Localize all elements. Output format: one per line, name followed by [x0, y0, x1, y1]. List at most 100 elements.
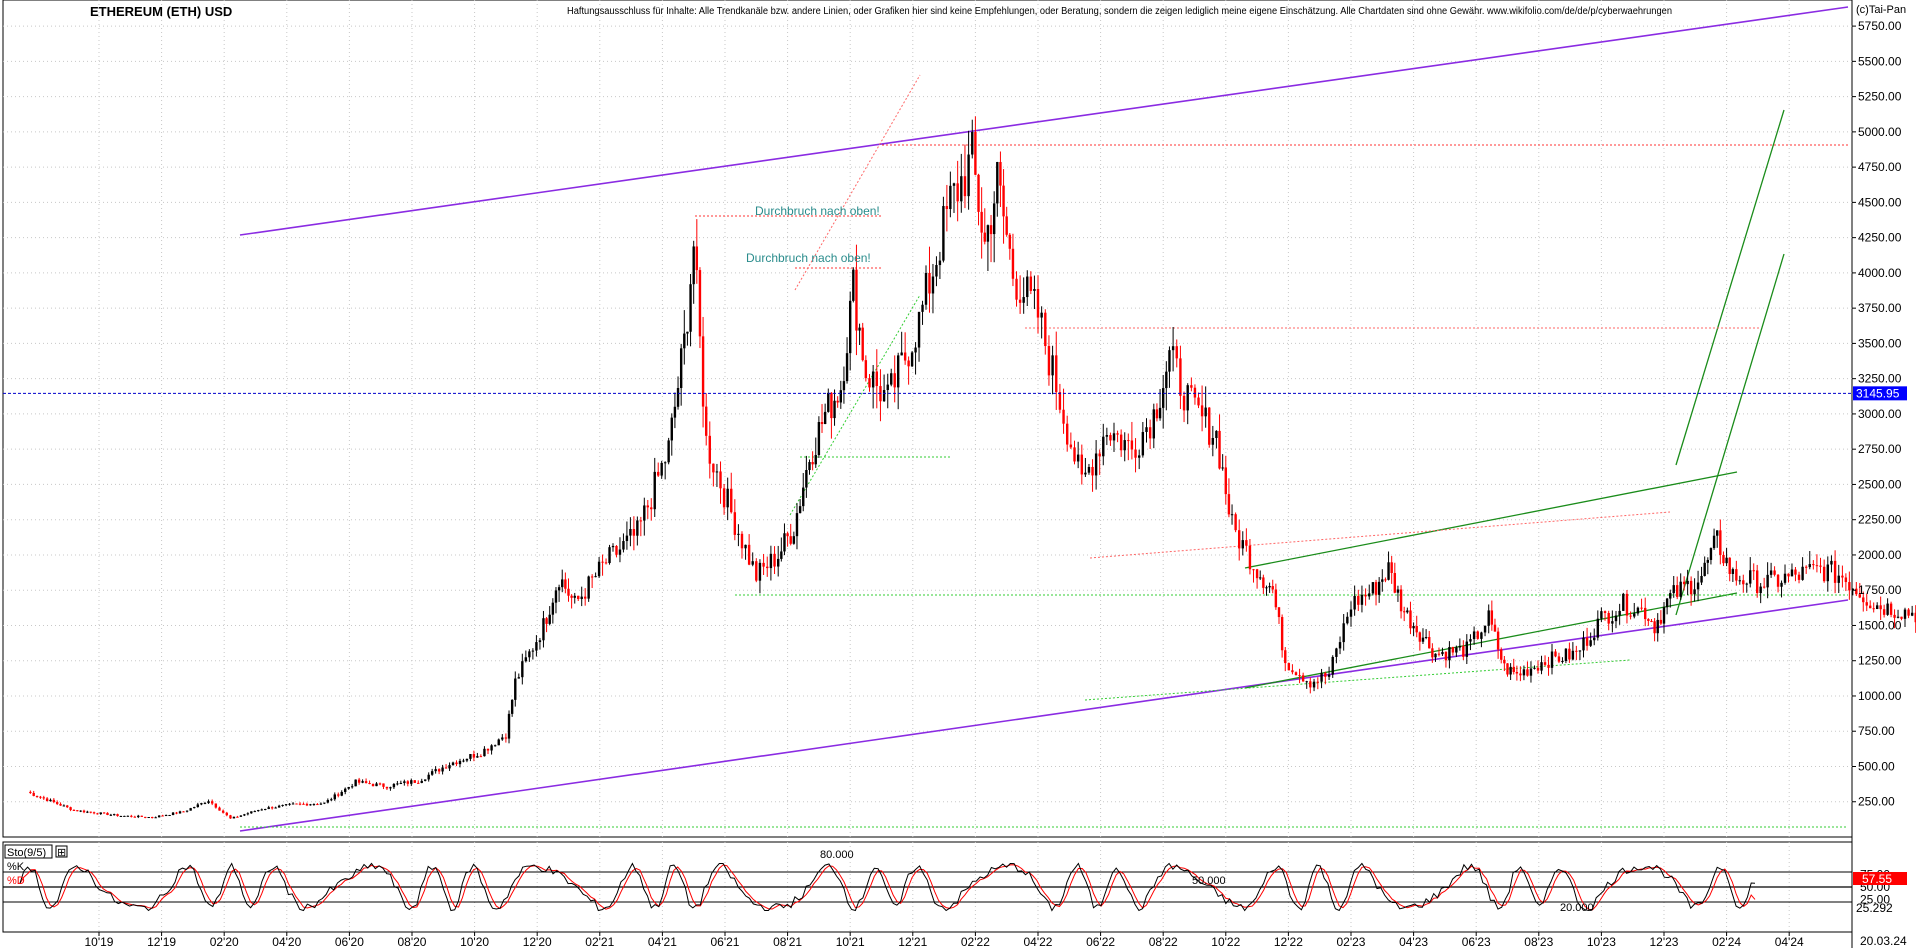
candle-body	[1044, 312, 1047, 347]
candle-body	[147, 817, 150, 819]
candle-body	[1152, 409, 1155, 439]
candle-body	[92, 812, 96, 814]
candle-body	[427, 774, 430, 780]
candle-body	[823, 411, 827, 425]
candle-body	[260, 809, 263, 811]
candle-body	[868, 378, 871, 388]
candle-body	[1116, 433, 1119, 435]
candle-body	[29, 791, 32, 793]
candle-body	[1869, 605, 1872, 609]
candle-body	[305, 803, 309, 806]
x-tick-label: 10'23	[1587, 935, 1616, 948]
candle-body	[1480, 632, 1483, 639]
candle-body	[989, 225, 993, 235]
channel-lower-line	[239, 599, 1849, 832]
candle-body	[689, 284, 692, 332]
candle-body	[1600, 611, 1603, 619]
x-tick-label: 04'24	[1775, 935, 1804, 948]
candle-body	[1593, 637, 1596, 641]
red-dashed-trend	[1089, 511, 1671, 559]
candle-body	[1769, 570, 1773, 575]
candle-body	[548, 614, 551, 624]
candle-body	[1780, 582, 1783, 587]
candle-body	[1862, 597, 1865, 603]
candle-body	[882, 390, 886, 402]
candle-body	[842, 381, 846, 391]
candle-body	[59, 803, 62, 806]
candle-body	[1536, 667, 1540, 671]
candle-body	[1582, 637, 1585, 651]
channel-upper-line	[239, 6, 1849, 236]
candle-body	[1331, 656, 1334, 675]
candle-body	[1346, 616, 1349, 624]
candle-body	[1047, 346, 1051, 376]
candle-body	[1431, 648, 1434, 658]
x-tick-label: 04'22	[1023, 935, 1052, 948]
candle-body	[1826, 564, 1829, 582]
candle-body	[1384, 579, 1387, 581]
candle-body	[1706, 559, 1710, 563]
time-axis: 10'19 12'19 02'20 04'20 06'20 08'20 10'20 12'20…	[84, 932, 1804, 948]
candle-body	[1589, 640, 1592, 646]
stochastic-tick-label: 25.00	[1860, 893, 1890, 907]
candle-body	[86, 811, 89, 813]
candle-body	[1903, 609, 1907, 619]
x-tick-label: 06'23	[1462, 935, 1491, 948]
candle-body	[1722, 554, 1725, 564]
candle-body	[1364, 594, 1367, 597]
candle-body	[1193, 387, 1197, 398]
candle-body	[1026, 276, 1029, 298]
candle-body	[808, 462, 811, 471]
candle-body	[1571, 650, 1575, 660]
candle-body	[1633, 613, 1636, 617]
candle-body	[277, 805, 281, 808]
candle-body	[660, 462, 663, 476]
candle-body	[1415, 626, 1418, 633]
candle-body	[1686, 580, 1689, 585]
candle-body	[722, 488, 726, 508]
candle-body	[1320, 673, 1323, 682]
candle-body	[1368, 593, 1371, 597]
candle-body	[886, 384, 889, 391]
candle-body	[1568, 648, 1571, 660]
candle-body	[250, 811, 253, 814]
candle-body	[719, 471, 722, 489]
stochastic-expand-button[interactable]	[55, 845, 68, 858]
candle-body	[371, 784, 375, 787]
candle-body	[931, 276, 935, 294]
candle-body	[1005, 216, 1008, 235]
candle-body	[1055, 355, 1058, 393]
candle-body	[974, 131, 977, 175]
last-date-label: 20.03.24	[1860, 934, 1907, 948]
candle-body	[1087, 466, 1091, 473]
candle-body	[551, 602, 555, 615]
candle-body	[639, 520, 643, 522]
candle-body	[39, 796, 42, 798]
candle-body	[1855, 588, 1858, 595]
candle-body	[676, 387, 680, 407]
candle-body	[698, 270, 702, 337]
candle-body	[845, 353, 849, 382]
candle-body	[1547, 664, 1550, 668]
candle-body	[1731, 569, 1735, 574]
candle-body	[102, 812, 106, 814]
candle-body	[903, 352, 907, 361]
candle-body	[1762, 586, 1766, 588]
candle-body	[364, 781, 368, 783]
candle-body	[72, 809, 76, 811]
y-tick-label: 2750.00	[1858, 442, 1902, 456]
candle-body	[924, 272, 928, 305]
candle-body	[501, 737, 504, 740]
candle-body	[175, 812, 178, 814]
candle-body	[109, 814, 113, 816]
candle-body	[106, 812, 109, 816]
candle-body	[1221, 467, 1224, 469]
x-tick-label: 06'21	[710, 935, 739, 948]
candle-body	[625, 535, 629, 542]
candle-body	[1284, 650, 1287, 664]
candle-body	[1526, 669, 1529, 676]
candle-body	[99, 812, 102, 814]
candle-body	[344, 788, 347, 792]
x-tick-label: 06'22	[1086, 935, 1115, 948]
